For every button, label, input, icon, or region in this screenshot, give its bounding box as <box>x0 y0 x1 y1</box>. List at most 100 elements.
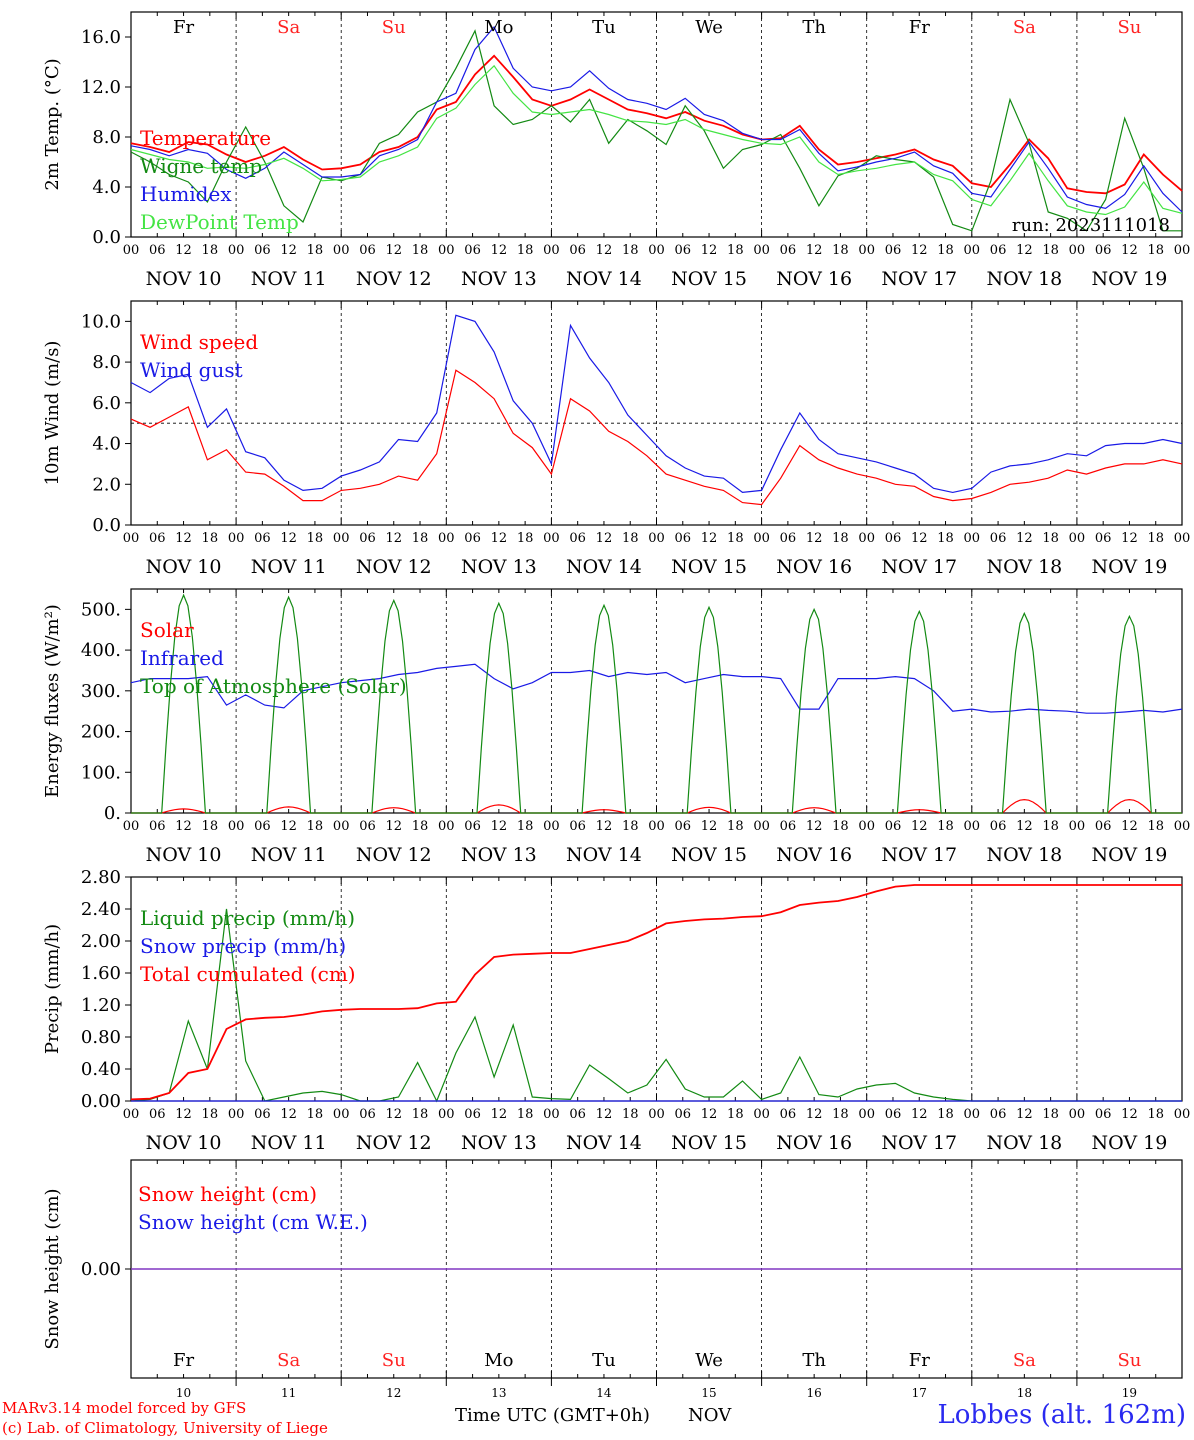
hour-tick-label: 12 <box>491 819 508 834</box>
hour-tick-label: 18 <box>307 531 324 546</box>
hour-tick-label: 18 <box>622 1107 639 1122</box>
series-line-dewpoint-temp <box>130 64 1183 216</box>
hour-tick-label: 12 <box>280 1107 297 1122</box>
hour-tick-label: 00 <box>1174 819 1191 834</box>
hour-tick-label: 00 <box>858 1107 875 1122</box>
hour-tick-label: 12 <box>1016 531 1033 546</box>
weekday-label: Sa <box>1013 1350 1036 1371</box>
weekday-label: Sa <box>277 17 300 38</box>
y-axis-label: 2m Temp. (°C) <box>42 58 63 190</box>
hour-tick-label: 00 <box>1069 531 1086 546</box>
hour-tick-label: 00 <box>1174 531 1191 546</box>
month-label: NOV <box>688 1405 732 1426</box>
hour-tick-label: 00 <box>648 243 665 258</box>
hour-tick-label: 12 <box>1121 1107 1138 1122</box>
hour-tick-label: 12 <box>280 819 297 834</box>
hour-tick-label: 06 <box>464 1107 481 1122</box>
hour-tick-label: 12 <box>1016 819 1033 834</box>
hour-tick-label: 00 <box>648 819 665 834</box>
hour-tick-label: 06 <box>990 819 1007 834</box>
weekday-label: Fr <box>909 1350 930 1371</box>
hour-tick-label: 00 <box>964 819 981 834</box>
hour-tick-label: 00 <box>123 1107 140 1122</box>
date-label: NOV 11 <box>251 268 327 290</box>
date-label: NOV 13 <box>461 556 537 578</box>
y-tick-label: 0.0 <box>92 515 121 536</box>
hour-tick-label: 06 <box>464 243 481 258</box>
day-number-label: 12 <box>386 1386 401 1400</box>
hour-tick-label: 12 <box>491 531 508 546</box>
hour-tick-label: 00 <box>333 1107 350 1122</box>
date-label: NOV 17 <box>881 844 957 866</box>
hour-tick-label: 18 <box>937 819 954 834</box>
hour-tick-label: 12 <box>911 531 928 546</box>
y-tick-label: 100. <box>81 762 121 783</box>
hour-tick-label: 06 <box>254 819 271 834</box>
hour-tick-label: 18 <box>1147 243 1164 258</box>
series-line-wind-speed <box>130 369 1183 506</box>
weekday-label: Sa <box>1013 17 1036 38</box>
date-label: NOV 11 <box>251 1132 327 1154</box>
panel-4 <box>125 876 1183 1103</box>
date-label: NOV 10 <box>146 268 222 290</box>
hour-tick-label: 12 <box>911 1107 928 1122</box>
hour-tick-label: 00 <box>438 1107 455 1122</box>
date-label: NOV 14 <box>566 1132 642 1154</box>
weekday-label: We <box>695 1350 723 1371</box>
hour-tick-label: 00 <box>438 243 455 258</box>
date-label: NOV 19 <box>1092 844 1168 866</box>
hour-tick-label: 18 <box>1147 531 1164 546</box>
date-label: NOV 10 <box>146 556 222 578</box>
y-tick-label: 500. <box>81 599 121 620</box>
hour-tick-label: 00 <box>964 531 981 546</box>
legend-solar: Solar <box>140 618 194 642</box>
hour-tick-label: 00 <box>648 1107 665 1122</box>
hour-tick-label: 18 <box>1147 1107 1164 1122</box>
hour-tick-label: 06 <box>254 243 271 258</box>
y-tick-label: 12.0 <box>81 77 121 98</box>
hour-tick-label: 18 <box>517 243 534 258</box>
hour-tick-label: 12 <box>701 531 718 546</box>
hour-tick-label: 06 <box>359 531 376 546</box>
series-line-wigne-temp <box>130 29 1182 232</box>
weekday-label: Fr <box>173 17 194 38</box>
hour-tick-label: 00 <box>858 531 875 546</box>
legend-total-cumulated-cm: Total cumulated (cm) <box>140 962 356 986</box>
hour-tick-label: 18 <box>412 531 429 546</box>
legend-wind-gust: Wind gust <box>140 358 243 382</box>
hour-tick-label: 18 <box>937 1107 954 1122</box>
weekday-label: Sa <box>277 1350 300 1371</box>
hour-tick-label: 00 <box>964 1107 981 1122</box>
y-tick-label: 0.00 <box>81 1259 121 1280</box>
y-tick-label: 0.0 <box>92 227 121 248</box>
hour-tick-label: 06 <box>569 819 586 834</box>
hour-tick-label: 06 <box>885 1107 902 1122</box>
day-number-label: 16 <box>807 1386 822 1400</box>
date-label: NOV 15 <box>671 268 747 290</box>
hour-tick-label: 18 <box>1042 243 1059 258</box>
hour-tick-label: 00 <box>858 243 875 258</box>
date-label: NOV 19 <box>1092 1132 1168 1154</box>
date-label: NOV 12 <box>356 1132 432 1154</box>
hour-tick-label: 00 <box>123 819 140 834</box>
legend-humidex: Humidex <box>140 182 232 206</box>
hour-tick-label: 06 <box>359 243 376 258</box>
weekday-label: Tu <box>592 17 616 38</box>
panel-1 <box>125 11 1183 238</box>
hour-tick-label: 00 <box>753 819 770 834</box>
hour-tick-label: 18 <box>202 531 219 546</box>
date-label: NOV 13 <box>461 1132 537 1154</box>
date-label: NOV 16 <box>776 1132 852 1154</box>
date-label: NOV 10 <box>146 1132 222 1154</box>
date-label: NOV 10 <box>146 844 222 866</box>
hour-tick-label: 18 <box>412 1107 429 1122</box>
hour-tick-label: 00 <box>228 819 245 834</box>
hour-tick-label: 12 <box>1121 819 1138 834</box>
hour-tick-label: 06 <box>464 819 481 834</box>
hour-tick-label: 00 <box>858 819 875 834</box>
panel-5 <box>125 1159 1183 1386</box>
hour-tick-label: 18 <box>412 243 429 258</box>
hour-tick-label: 12 <box>1016 243 1033 258</box>
legend-top-of-atmosphere-solar: Top of Atmosphere (Solar) <box>140 674 407 698</box>
hour-tick-label: 00 <box>543 531 560 546</box>
